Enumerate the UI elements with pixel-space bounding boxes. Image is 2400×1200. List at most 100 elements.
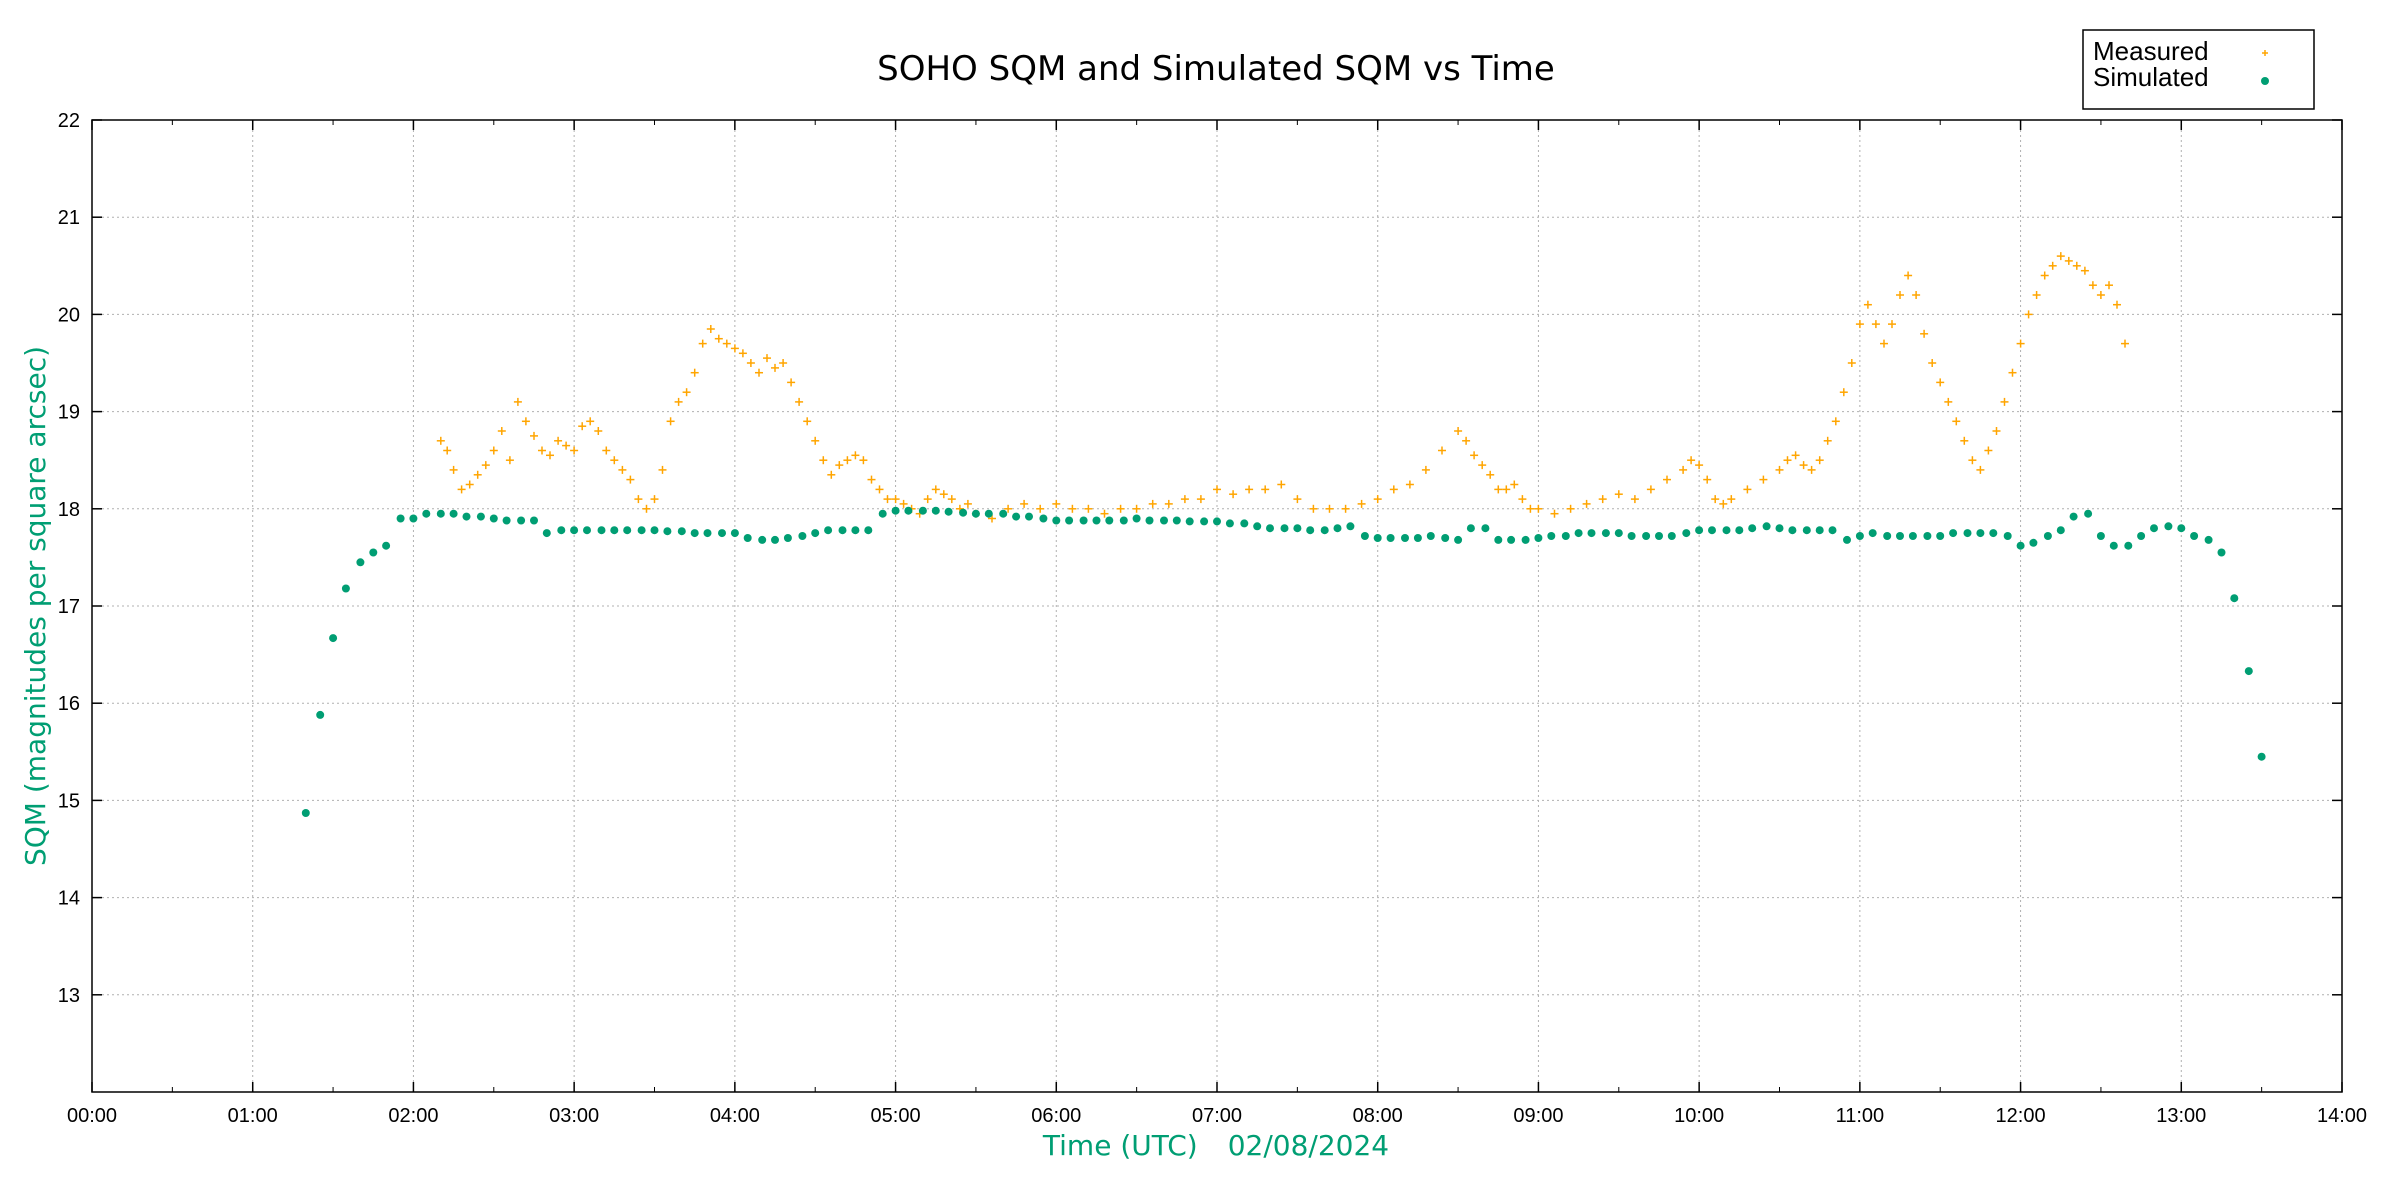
simulated-point: [1132, 514, 1141, 523]
measured-point: [1646, 485, 1655, 494]
measured-point: [835, 461, 844, 470]
simulated-point: [502, 516, 511, 525]
simulated-point: [1949, 529, 1958, 538]
measured-point: [1791, 451, 1800, 460]
simulated-point: [2204, 535, 2213, 544]
measured-point: [1454, 427, 1463, 435]
measured-point: [923, 495, 932, 504]
simulated-point: [382, 541, 391, 550]
measured-point: [1213, 485, 1221, 494]
measured-point: [1687, 456, 1696, 465]
legend-marker-measured: [2262, 50, 2268, 56]
simulated-point: [1708, 526, 1716, 535]
measured-point: [2113, 300, 2121, 309]
measured-point: [2088, 281, 2097, 290]
measured-point: [1405, 480, 1414, 489]
measured-point: [1711, 495, 1720, 504]
measured-point: [1871, 320, 1880, 329]
measured-point: [1341, 504, 1350, 513]
simulated-point: [1828, 526, 1837, 535]
simulated-point: [1775, 524, 1784, 533]
simulated-point: [1454, 535, 1463, 544]
simulated-point: [2150, 524, 2158, 533]
measured-point: [2040, 271, 2049, 280]
measured-point: [538, 446, 546, 455]
simulated-point: [904, 506, 913, 515]
measured-point: [1550, 509, 1559, 518]
simulated-point: [2164, 522, 2173, 531]
x-axis-label-text: Time (UTC): [1042, 1129, 1198, 1162]
measured-point: [1470, 451, 1479, 460]
measured-point: [602, 446, 611, 455]
x-tick-label: 08:00: [1353, 1105, 1403, 1127]
measured-point: [843, 456, 852, 465]
simulated-point: [1213, 517, 1221, 526]
measured-point: [1148, 499, 1157, 508]
simulated-point: [758, 535, 767, 544]
measured-point: [618, 465, 627, 474]
simulated-point: [2096, 532, 2105, 540]
simulated-point: [1547, 532, 1556, 540]
simulated-point: [316, 710, 325, 719]
chart-title: SOHO SQM and Simulated SQM vs Time: [877, 49, 1555, 89]
y-tick-label: 15: [58, 790, 80, 812]
measured-point: [1663, 475, 1671, 484]
simulated-point: [1145, 516, 1154, 525]
simulated-point: [409, 514, 418, 523]
simulated-point: [1788, 526, 1797, 535]
simulated-point: [436, 509, 445, 518]
measured-point: [1976, 465, 1985, 474]
simulated-point: [1320, 526, 1329, 535]
simulated-point: [959, 508, 968, 517]
measured-point: [1912, 291, 1921, 299]
legend-label-simulated: Simulated: [2093, 62, 2209, 92]
simulated-point: [2230, 594, 2239, 603]
simulated-point: [1079, 516, 1088, 525]
measured-point: [1116, 504, 1125, 513]
simulated-point: [2217, 548, 2226, 557]
measured-point: [1068, 504, 1077, 513]
simulated-point: [2056, 526, 2065, 535]
measured-point: [1984, 446, 1993, 455]
data-marks: [301, 252, 2266, 817]
measured-point: [1727, 495, 1736, 504]
simulated-point: [1012, 512, 1021, 521]
simulated-point: [2109, 541, 2118, 550]
y-tick-label: 22: [58, 110, 80, 132]
measured-point: [586, 417, 595, 426]
simulated-point: [1306, 526, 1315, 535]
simulated-point: [542, 529, 551, 538]
simulated-point: [476, 512, 485, 521]
simulated-point: [1346, 522, 1355, 531]
simulated-point: [677, 527, 686, 536]
measured-point: [875, 485, 884, 494]
measured-point: [730, 344, 739, 353]
x-tick-label: 02:00: [388, 1105, 438, 1127]
simulated-point: [1160, 516, 1168, 525]
measured-point: [1920, 329, 1929, 338]
measured-point: [594, 427, 603, 435]
measured-point: [1534, 504, 1543, 513]
simulated-point: [1908, 532, 1917, 540]
measured-point: [867, 475, 876, 484]
measured-point: [1614, 490, 1623, 499]
x-tick-label: 01:00: [228, 1105, 278, 1127]
measured-point: [2008, 368, 2017, 377]
measured-point: [1373, 495, 1382, 504]
simulated-point: [944, 507, 953, 516]
measured-point: [1743, 485, 1752, 494]
measured-point: [1357, 499, 1366, 508]
measured-point: [1831, 417, 1840, 426]
measured-point: [473, 470, 482, 479]
measured-point: [1936, 378, 1945, 387]
simulated-point: [1065, 516, 1074, 525]
measured-point: [1759, 475, 1768, 484]
measured-point: [859, 456, 868, 465]
simulated-point: [1534, 534, 1543, 542]
measured-point: [690, 368, 699, 377]
y-tick-label: 20: [58, 304, 80, 326]
measured-point: [2064, 256, 2073, 265]
measured-point: [1100, 509, 1109, 518]
measured-point: [1180, 495, 1189, 504]
measured-point: [481, 461, 490, 470]
